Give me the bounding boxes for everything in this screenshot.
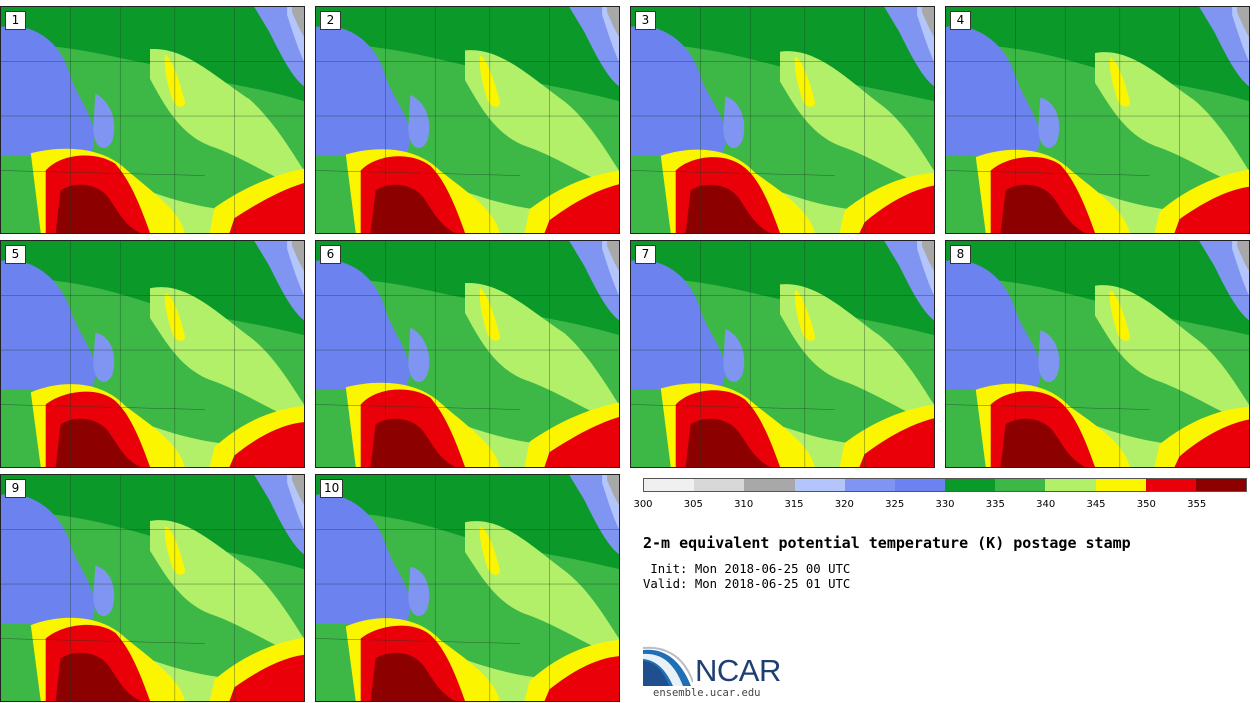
colorbar-tick-label: 350 xyxy=(1136,499,1156,510)
member-label: 2 xyxy=(320,11,341,30)
colorbar-swatch xyxy=(744,479,795,491)
ncar-logo: NCAR ensemble.ucar.edu xyxy=(643,646,803,699)
colorbar-swatch xyxy=(644,479,695,491)
colorbar-swatch xyxy=(1195,479,1247,491)
theta-e-map xyxy=(631,7,934,233)
colorbar-tick-label: 355 xyxy=(1187,499,1207,510)
theta-e-map xyxy=(1,7,304,233)
colorbar-tick-label: 330 xyxy=(935,499,955,510)
member-label: 5 xyxy=(5,245,26,264)
member-label: 3 xyxy=(635,11,656,30)
colorbar-tick-label: 310 xyxy=(734,499,754,510)
colorbar-tick-label: 325 xyxy=(885,499,905,510)
map-panel-1: 1 xyxy=(0,6,305,234)
colorbar-tick-label: 340 xyxy=(1036,499,1056,510)
theta-e-map xyxy=(316,241,619,467)
colorbar-tick-label: 315 xyxy=(784,499,804,510)
theta-e-map xyxy=(1,475,304,701)
ncar-wordmark: NCAR xyxy=(695,653,781,688)
ncar-url: ensemble.ucar.edu xyxy=(653,687,761,699)
map-panel-3: 3 xyxy=(630,6,935,234)
colorbar-swatch xyxy=(1095,479,1146,491)
colorbar-tick-label: 300 xyxy=(633,499,653,510)
member-label: 4 xyxy=(950,11,971,30)
colorbar-swatch xyxy=(1045,479,1096,491)
colorbar-tick-label: 345 xyxy=(1086,499,1106,510)
colorbar-ticks: 300 305 310 315 320 325 330 335 340 345 350 355 xyxy=(633,499,1247,513)
colorbar xyxy=(643,478,1247,492)
init-time: Init: Mon 2018-06-25 00 UTC xyxy=(643,562,851,576)
colorbar-swatch xyxy=(694,479,745,491)
map-panel-6: 6 xyxy=(315,240,620,468)
theta-e-map xyxy=(1,241,304,467)
member-label: 8 xyxy=(950,245,971,264)
member-label: 9 xyxy=(5,479,26,498)
member-label: 1 xyxy=(5,11,26,30)
map-panel-8: 8 xyxy=(945,240,1250,468)
valid-time: Valid: Mon 2018-06-25 01 UTC xyxy=(643,577,851,591)
colorbar-swatch xyxy=(945,479,996,491)
map-panel-4: 4 xyxy=(945,6,1250,234)
colorbar-swatch xyxy=(1145,479,1196,491)
colorbar-swatch xyxy=(794,479,845,491)
member-label: 6 xyxy=(320,245,341,264)
member-label: 7 xyxy=(635,245,656,264)
theta-e-map xyxy=(946,7,1249,233)
colorbar-tick-label: 320 xyxy=(834,499,854,510)
ncar-swoosh-icon xyxy=(643,646,693,686)
colorbar-swatch xyxy=(995,479,1046,491)
time-info: Init: Mon 2018-06-25 00 UTC Valid: Mon 2… xyxy=(643,562,850,592)
chart-title: 2-m equivalent potential temperature (K)… xyxy=(643,534,1131,552)
colorbar-tick-label: 305 xyxy=(683,499,703,510)
theta-e-map xyxy=(316,7,619,233)
theta-e-map xyxy=(631,241,934,467)
colorbar-tick-label: 335 xyxy=(985,499,1005,510)
theta-e-map xyxy=(946,241,1249,467)
theta-e-map xyxy=(316,475,619,701)
member-label: 10 xyxy=(320,479,344,498)
map-panel-5: 5 xyxy=(0,240,305,468)
map-panel-10: 10 xyxy=(315,474,620,702)
map-panel-7: 7 xyxy=(630,240,935,468)
colorbar-swatch xyxy=(894,479,946,491)
map-panel-9: 9 xyxy=(0,474,305,702)
map-panel-2: 2 xyxy=(315,6,620,234)
colorbar-swatch xyxy=(844,479,895,491)
